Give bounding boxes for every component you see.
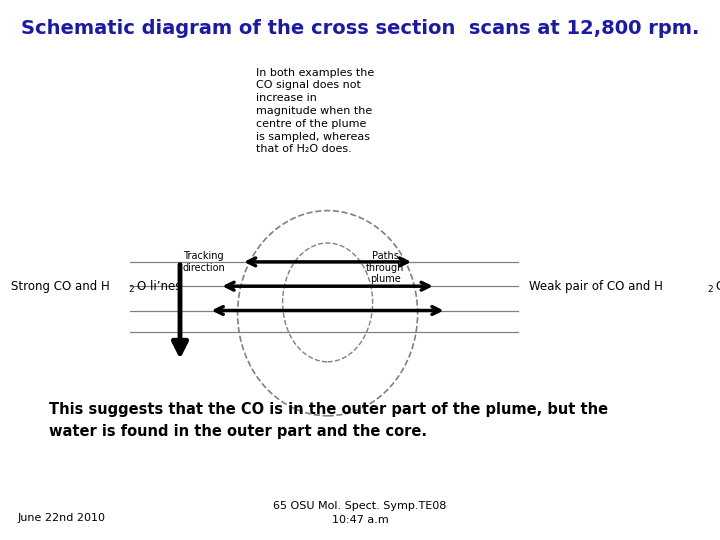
Text: June 22nd 2010: June 22nd 2010 bbox=[18, 514, 106, 523]
Text: water is found in the outer part and the core.: water is found in the outer part and the… bbox=[49, 424, 427, 439]
Text: This suggests that the CO is in the outer part of the plume, but the: This suggests that the CO is in the oute… bbox=[49, 402, 608, 417]
Text: In both examples the
CO signal does not
increase in
magnitude when the
centre of: In both examples the CO signal does not … bbox=[256, 68, 374, 154]
Text: O li’nes: O li’nes bbox=[137, 280, 181, 293]
Text: Schematic diagram of the cross section  scans at 12,800 rpm.: Schematic diagram of the cross section s… bbox=[21, 19, 699, 38]
Text: Tracking
direction: Tracking direction bbox=[182, 251, 225, 273]
Text: 2: 2 bbox=[128, 286, 134, 294]
Text: Weak pair of CO and H: Weak pair of CO and H bbox=[529, 280, 663, 293]
Text: Strong CO and H: Strong CO and H bbox=[11, 280, 109, 293]
Text: Paths
through
plume: Paths through plume bbox=[366, 251, 405, 284]
Text: 2: 2 bbox=[708, 286, 714, 294]
Text: 65 OSU Mol. Spect. Symp.TE08
10:47 a.m: 65 OSU Mol. Spect. Symp.TE08 10:47 a.m bbox=[274, 501, 446, 525]
Text: O lines: O lines bbox=[716, 280, 720, 293]
